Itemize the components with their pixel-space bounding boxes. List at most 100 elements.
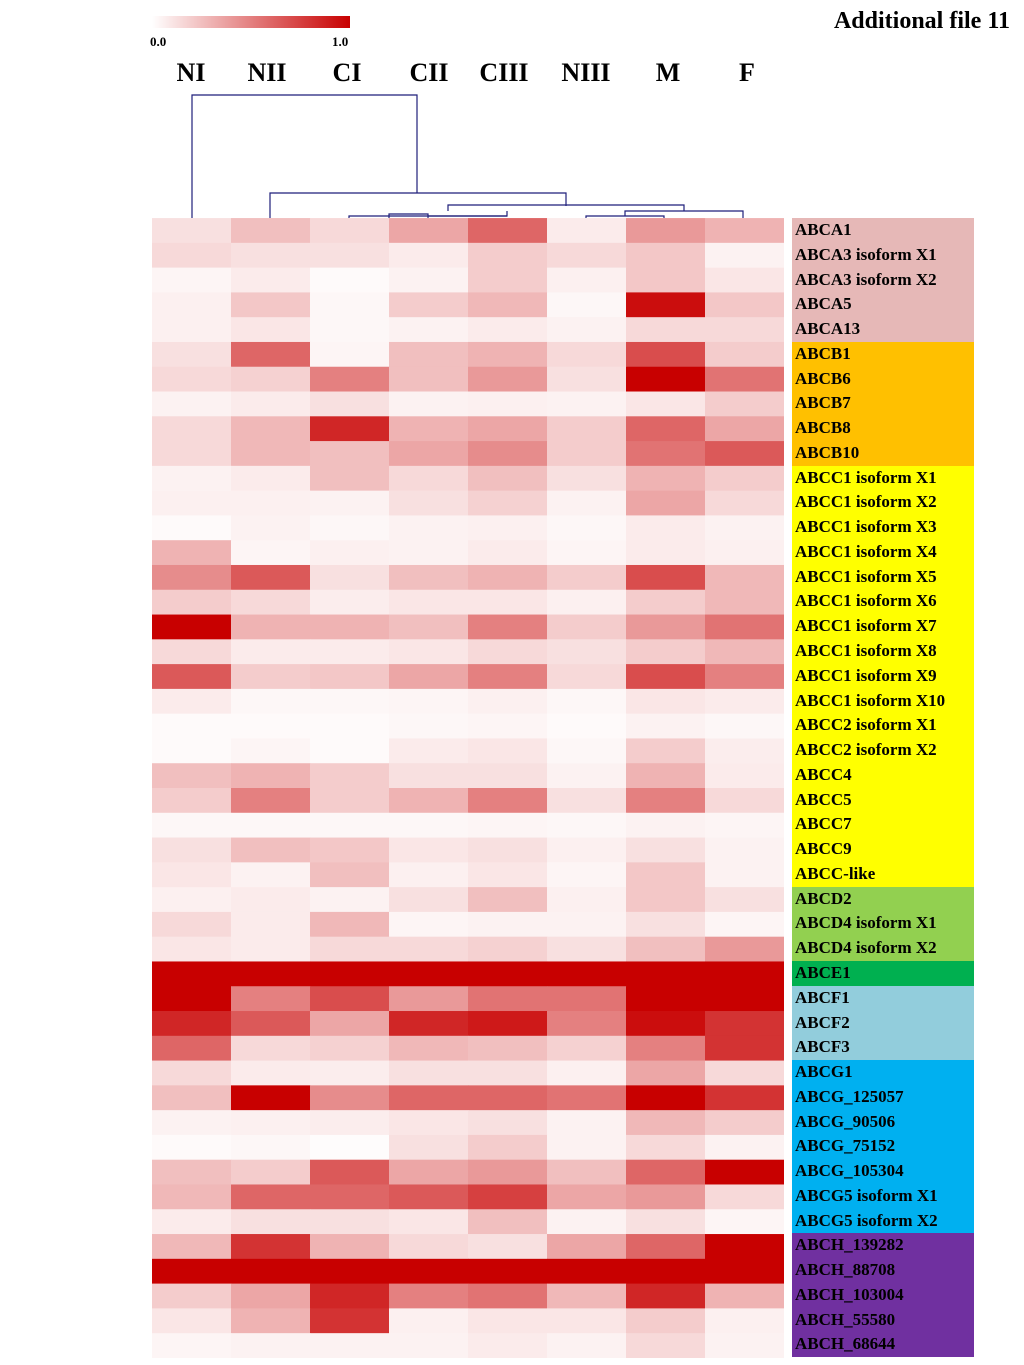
heatmap-cell [547,1308,627,1334]
heatmap-cell [705,738,784,764]
heatmap-cell [547,713,627,739]
heatmap-cell [389,887,469,913]
heatmap-cell [231,564,311,591]
gene-row-label: ABCD2 [792,886,974,912]
heatmap-cell [231,589,311,615]
heatmap-cell [231,887,311,913]
heatmap-cell [231,366,311,392]
heatmap-cell [389,1035,469,1061]
heatmap-cell [705,292,784,318]
color-scale-min-label: 0.0 [150,34,167,49]
heatmap-cell [468,1060,548,1086]
heatmap-cell [389,1184,469,1210]
gene-row-label: ABCB8 [792,416,974,441]
heatmap-cell [231,1209,311,1235]
heatmap-cell [468,292,548,318]
column-dendrogram [191,94,744,218]
heatmap-cell [547,1085,627,1111]
heatmap-cell [389,416,469,442]
heatmap-cell [152,490,232,516]
heatmap-cell [310,862,390,888]
heatmap-cell [626,788,706,814]
heatmap-cell [705,763,784,789]
heatmap-cell [705,564,784,591]
gene-row-label: ABCC1 isoform X1 [792,465,974,491]
heatmap-cell [231,664,311,690]
heatmap-cell [626,1011,706,1037]
gene-row-label: ABCC1 isoform X8 [792,639,974,664]
heatmap-cell [389,589,469,615]
heatmap-cell [547,465,627,492]
heatmap-cell [310,887,390,913]
heatmap-cell [231,292,311,318]
heatmap-cell [152,1110,232,1136]
heatmap-cell [705,540,784,566]
heatmap-cell [626,911,706,938]
heatmap-cell [547,1209,627,1235]
heatmap-cell [310,911,390,938]
heatmap-cell [389,564,469,591]
heatmap-cell [626,1134,706,1161]
heatmap-cell [626,1085,706,1111]
heatmap-cell [547,887,627,913]
heatmap-cell [705,1085,784,1111]
gene-row-label: ABCG_75152 [792,1134,974,1160]
heatmap-cell [468,887,548,913]
heatmap-grid [152,218,784,1358]
heatmap-cell [231,862,311,888]
heatmap-cell [152,763,232,789]
heatmap-cell [389,1333,469,1358]
gene-row-label: ABCH_55580 [792,1307,974,1333]
heatmap-cell [626,218,706,244]
heatmap-cell [152,341,232,368]
gene-row-label: ABCC2 isoform X2 [792,738,974,763]
heatmap-cell [389,341,469,368]
gene-row-label: ABCC1 isoform X3 [792,515,974,540]
heatmap-cell [468,614,548,640]
heatmap-cell [152,1085,232,1111]
heatmap-cell [389,812,469,838]
heatmap-cell [231,490,311,516]
heatmap-cell [310,1234,390,1260]
heatmap-cell [468,1085,548,1111]
heatmap-cell [547,614,627,640]
heatmap-cell [626,1060,706,1086]
heatmap-cell [231,416,311,442]
heatmap-cell [468,465,548,492]
heatmap-cell [152,812,232,838]
heatmap-cell [152,366,232,392]
gene-row-label: ABCC-like [792,861,974,887]
heatmap-cell [705,688,784,715]
heatmap-cell [231,1234,311,1260]
heatmap-cell [389,366,469,392]
column-label: NII [247,58,287,87]
heatmap-cell [547,688,627,715]
heatmap-cell [152,589,232,615]
heatmap-cell [152,1134,232,1161]
heatmap-cell [310,738,390,764]
heatmap-cell [389,664,469,690]
heatmap-cell [152,515,232,541]
heatmap-cell [389,713,469,739]
heatmap-cell [705,242,784,269]
heatmap-cell [626,1035,706,1061]
heatmap-cell [705,1234,784,1260]
heatmap-cell [626,1258,706,1284]
heatmap-cell [468,1035,548,1061]
heatmap-cell [468,986,548,1012]
heatmap-cell [705,1184,784,1210]
heatmap-cell [231,961,311,987]
color-scale-bar [152,16,350,28]
heatmap-cell [152,1333,232,1358]
heatmap-cell [705,1159,784,1185]
heatmap-cell [231,267,311,293]
heatmap-cell [626,1333,706,1358]
heatmap-cell [626,267,706,293]
heatmap-cell [231,540,311,566]
gene-row-label: ABCC1 isoform X5 [792,564,974,590]
gene-row-label: ABCG5 isoform X2 [792,1208,974,1234]
heatmap-cell [310,1333,390,1358]
heatmap-cell [231,465,311,492]
heatmap-cell [152,1035,232,1061]
heatmap-cell [310,837,390,863]
